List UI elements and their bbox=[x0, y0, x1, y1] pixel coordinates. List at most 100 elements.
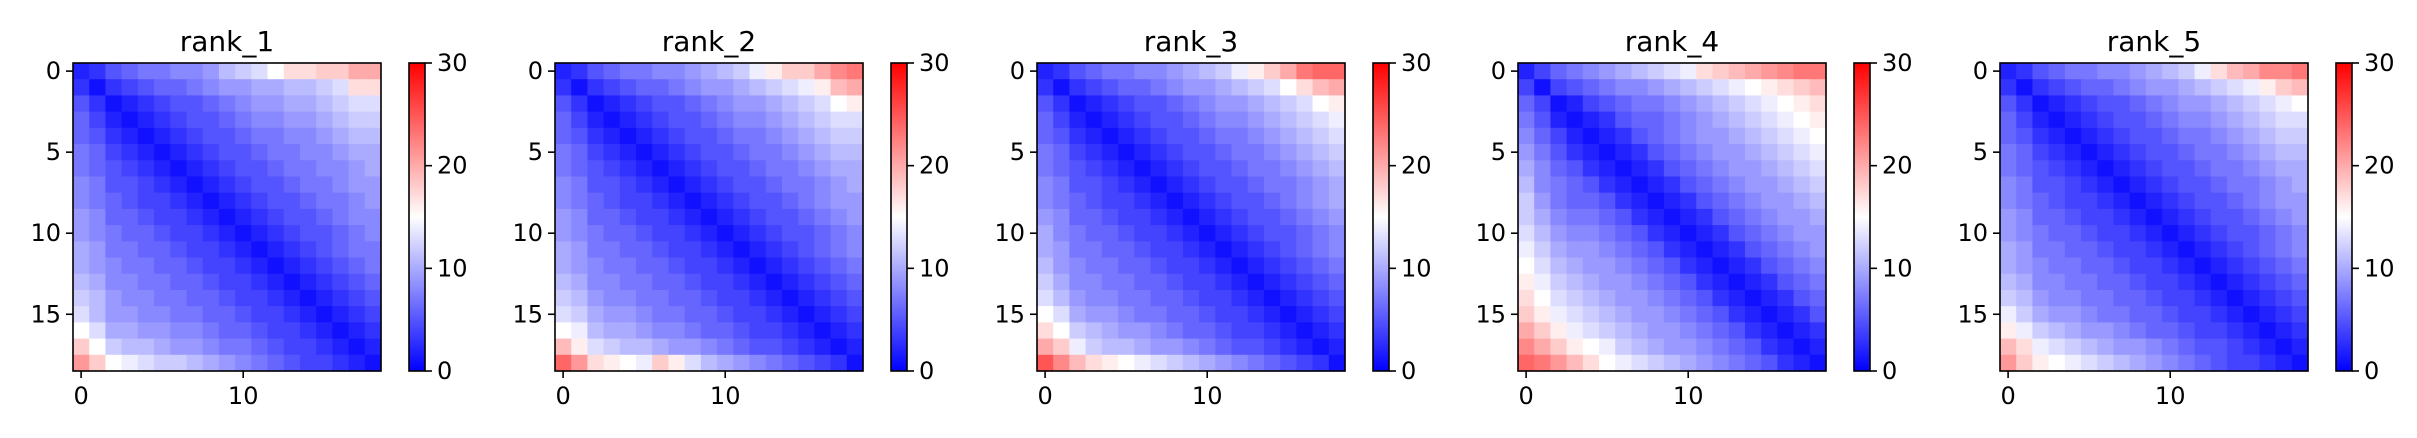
heatmap-cell bbox=[2032, 160, 2050, 178]
heatmap-cell bbox=[1150, 192, 1168, 210]
heatmap-cell bbox=[1069, 176, 1087, 194]
heatmap-cell bbox=[2048, 225, 2066, 242]
heatmap-cell bbox=[1037, 208, 1054, 226]
heatmap-cell bbox=[1312, 111, 1330, 129]
heatmap-cell bbox=[348, 95, 366, 113]
heatmap-cell bbox=[587, 338, 605, 356]
heatmap-cell bbox=[348, 322, 366, 340]
heatmap-cell bbox=[798, 111, 815, 129]
heatmap-cell bbox=[235, 95, 252, 113]
heatmap-cell bbox=[1680, 289, 1697, 307]
heatmap-cell bbox=[1518, 63, 1535, 80]
heatmap-cell bbox=[1761, 241, 1778, 259]
heatmap-cell bbox=[2113, 95, 2131, 113]
heatmap-cell bbox=[1296, 160, 1314, 178]
heatmap-cell bbox=[765, 208, 783, 226]
heatmap-cell bbox=[1761, 354, 1778, 372]
heatmap-cell bbox=[717, 354, 734, 372]
heatmap-cell bbox=[89, 354, 107, 372]
heatmap-cell bbox=[2032, 95, 2050, 113]
heatmap-cell bbox=[1615, 241, 1633, 259]
heatmap-cell bbox=[571, 176, 589, 194]
heatmap-cell bbox=[1518, 79, 1535, 97]
heatmap-cell bbox=[1647, 338, 1665, 356]
heatmap-cell bbox=[1182, 95, 1200, 113]
heatmap-cell bbox=[1150, 338, 1168, 356]
heatmap-cell bbox=[846, 322, 864, 340]
heatmap-cell bbox=[2243, 225, 2260, 242]
heatmap-cell bbox=[1037, 192, 1054, 210]
heatmap-cell bbox=[267, 127, 285, 145]
heatmap-cell bbox=[299, 176, 317, 194]
heatmap-cell bbox=[1599, 95, 1616, 113]
heatmap-cell bbox=[571, 289, 589, 307]
heatmap-cell bbox=[1312, 225, 1330, 242]
heatmap-cell bbox=[555, 306, 572, 323]
heatmap-cell bbox=[202, 111, 220, 129]
heatmap-cell bbox=[571, 95, 589, 113]
x-tick-label: 10 bbox=[2155, 382, 2186, 410]
heatmap-cell bbox=[1296, 241, 1314, 259]
heatmap-cell bbox=[636, 225, 653, 242]
heatmap-cell bbox=[283, 95, 301, 113]
heatmap-cell bbox=[2064, 241, 2082, 259]
heatmap-cell bbox=[2081, 354, 2098, 372]
heatmap-cell bbox=[1312, 241, 1330, 259]
heatmap-cell bbox=[202, 192, 220, 210]
heatmap-cell bbox=[267, 63, 285, 80]
heatmap-cell bbox=[1150, 241, 1168, 259]
heatmap-cells bbox=[2000, 63, 2309, 372]
heatmap-cell bbox=[121, 111, 139, 129]
heatmap-cell bbox=[1631, 79, 1649, 97]
heatmap-cell bbox=[364, 225, 382, 242]
heatmap-cell bbox=[1728, 338, 1746, 356]
heatmap-cell bbox=[332, 338, 350, 356]
heatmap-cell bbox=[1712, 306, 1730, 323]
heatmap-cell bbox=[2016, 241, 2034, 259]
heatmap-cell bbox=[1631, 111, 1649, 129]
heatmap-cell bbox=[636, 338, 653, 356]
heatmap-cell bbox=[1518, 225, 1535, 242]
heatmap-cell bbox=[1182, 306, 1200, 323]
heatmap-cell bbox=[1761, 176, 1778, 194]
heatmap-cell bbox=[2064, 127, 2082, 145]
heatmap-cell bbox=[2291, 79, 2309, 97]
heatmap-cell bbox=[2210, 306, 2228, 323]
heatmap-cell bbox=[1280, 63, 1297, 80]
heatmap-cell bbox=[348, 306, 366, 323]
heatmap-cell bbox=[2064, 192, 2082, 210]
heatmap-cell bbox=[299, 241, 317, 259]
heatmap-cell bbox=[619, 306, 637, 323]
heatmap-cell bbox=[1761, 338, 1778, 356]
heatmap-cell bbox=[364, 338, 382, 356]
heatmap-cell bbox=[2291, 160, 2309, 178]
heatmap-cell bbox=[121, 176, 139, 194]
heatmap-cell bbox=[1696, 79, 1714, 97]
heatmap-cell bbox=[636, 144, 653, 161]
heatmap-cell bbox=[1647, 127, 1665, 145]
heatmap-cell bbox=[1518, 289, 1535, 307]
heatmap-cell bbox=[1328, 160, 1346, 178]
heatmap-cell bbox=[1166, 257, 1184, 275]
heatmap-cell bbox=[267, 354, 285, 372]
heatmap-cell bbox=[619, 273, 637, 291]
heatmap-frame bbox=[72, 62, 382, 372]
heatmap-cell bbox=[251, 289, 269, 307]
heatmap-cell bbox=[348, 192, 366, 210]
heatmap-cell bbox=[73, 289, 90, 307]
heatmap-cell bbox=[1566, 111, 1584, 129]
heatmap-cell bbox=[1296, 127, 1314, 145]
heatmap-cell bbox=[619, 160, 637, 178]
heatmap-cell bbox=[1550, 322, 1568, 340]
heatmap-cell bbox=[1053, 273, 1071, 291]
heatmap-cell bbox=[2194, 95, 2212, 113]
heatmap-cell bbox=[2081, 322, 2098, 340]
heatmap-cell bbox=[1263, 338, 1281, 356]
heatmap-cell bbox=[1599, 241, 1616, 259]
heatmap-cell bbox=[1150, 160, 1168, 178]
heatmap-cell bbox=[1534, 176, 1552, 194]
heatmap-cell bbox=[316, 144, 333, 161]
heatmap-cell bbox=[603, 322, 621, 340]
heatmap-cell bbox=[1328, 79, 1346, 97]
heatmap-cell bbox=[1615, 354, 1633, 372]
